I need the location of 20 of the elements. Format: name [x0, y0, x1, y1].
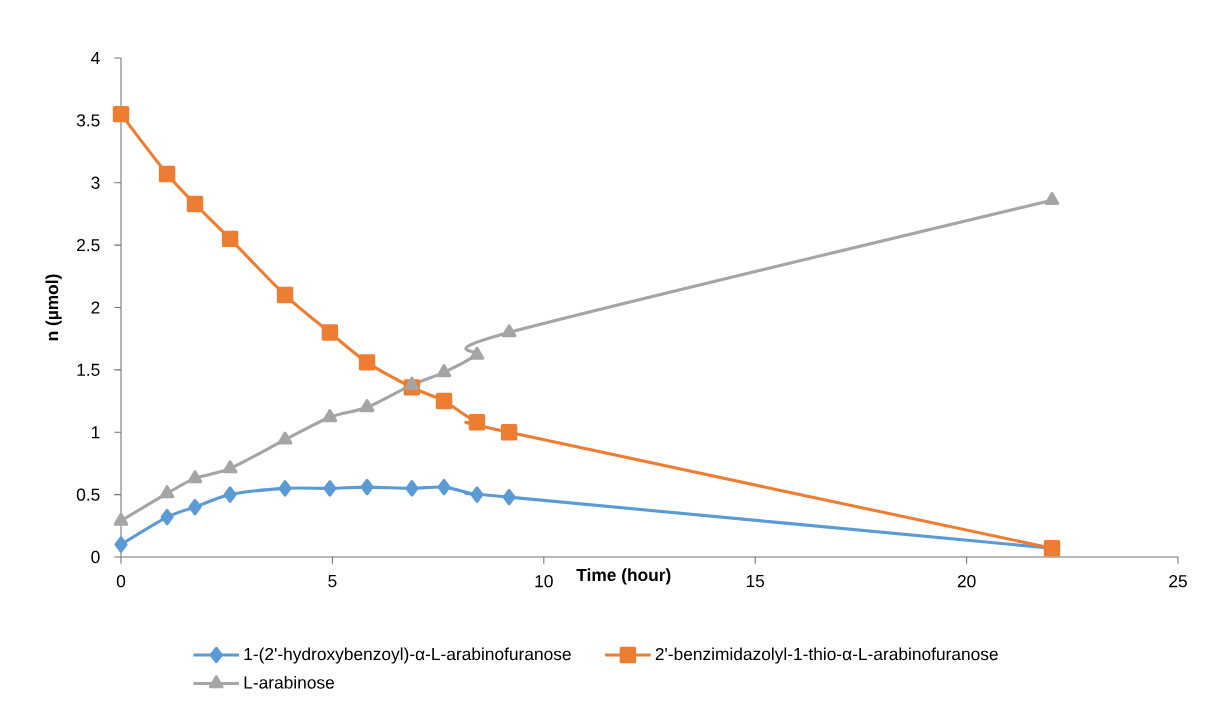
y-tick-label: 2: [91, 301, 100, 314]
legend-label: 1-(2'-hydroxybenzoyl)-α-L-arabinofuranose: [244, 647, 571, 664]
y-tick-label: 0: [91, 550, 100, 564]
y-tick-label: 2.5: [77, 238, 100, 252]
legend-label: 2'-benzimidazolyl-1-thio-α-L-arabinofuranose: [655, 647, 998, 664]
y-tick-label: 1: [91, 426, 100, 439]
x-tick-label: 15: [746, 575, 765, 588]
x-tick-label: 20: [957, 575, 976, 588]
x-tick-label: 5: [328, 575, 337, 588]
x-tick-label: 25: [1169, 575, 1187, 588]
x-tick-label: 10: [535, 575, 553, 588]
y-tick-label: 4: [91, 52, 100, 64]
x-tick-label: 0: [116, 575, 126, 588]
x-axis-title: Time (hour): [576, 568, 671, 585]
legend-label: L-arabinose: [244, 675, 334, 689]
y-tick-label: 1.5: [77, 363, 100, 376]
y-tick-label: 3: [91, 176, 100, 189]
y-tick-label: 0.5: [76, 488, 100, 501]
y-axis-title: n (µmol): [45, 274, 62, 341]
y-tick-label: 3.5: [76, 114, 100, 127]
